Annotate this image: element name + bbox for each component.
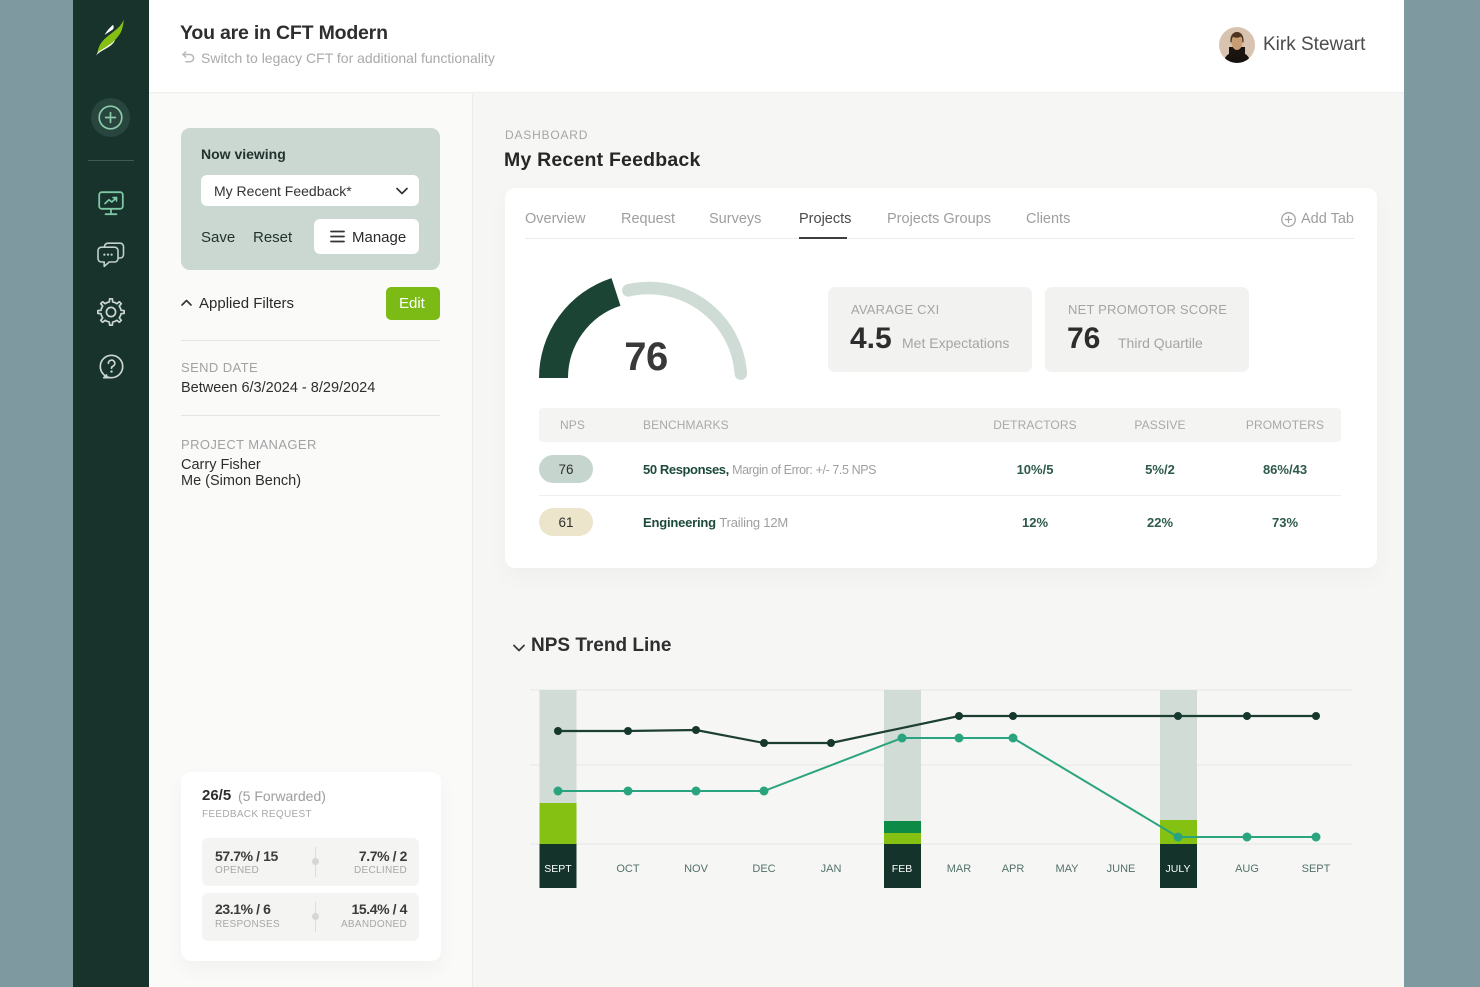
svg-text:SEPT: SEPT — [544, 863, 572, 875]
svg-text:SEPT: SEPT — [1302, 863, 1331, 875]
svg-text:AUG: AUG — [1235, 863, 1259, 875]
svg-text:DEC: DEC — [752, 863, 775, 875]
svg-text:FEB: FEB — [892, 863, 912, 875]
svg-text:JAN: JAN — [821, 863, 842, 875]
svg-text:JUNE: JUNE — [1107, 863, 1136, 875]
svg-text:NOV: NOV — [684, 863, 709, 875]
svg-text:MAY: MAY — [1055, 863, 1079, 875]
svg-text:JULY: JULY — [1166, 863, 1191, 875]
svg-text:OCT: OCT — [616, 863, 640, 875]
svg-text:APR: APR — [1002, 863, 1025, 875]
svg-text:MAR: MAR — [947, 863, 972, 875]
